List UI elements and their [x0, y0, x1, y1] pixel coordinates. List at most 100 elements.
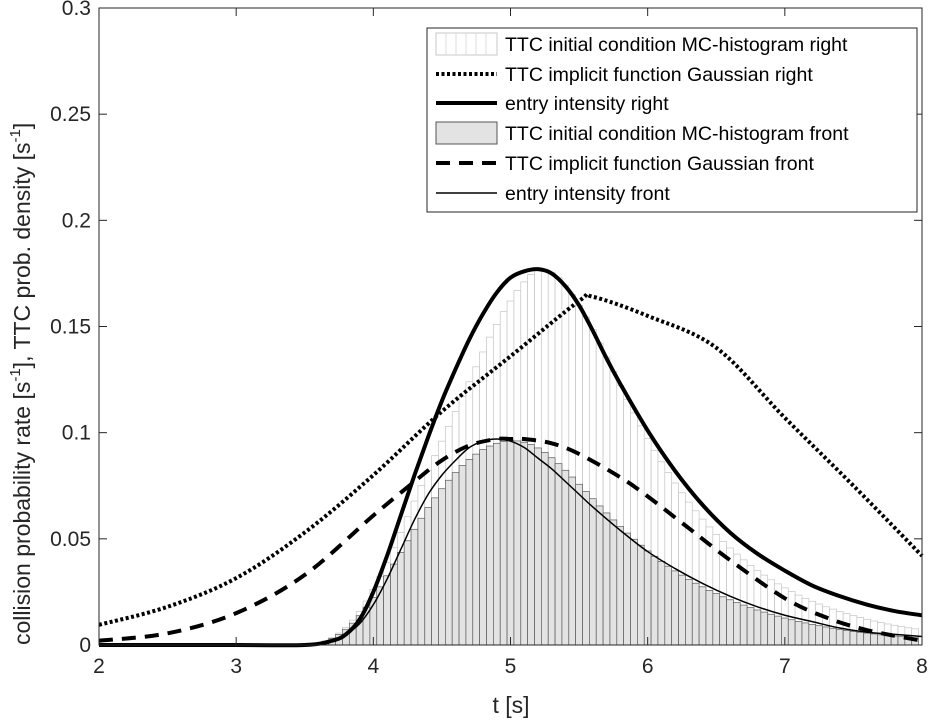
histogram-front-bar [403, 540, 412, 646]
histogram-front-bar [712, 593, 721, 646]
legend-item-hist-right: TTC initial condition MC-histogram right [435, 32, 848, 56]
histogram-front-bar [849, 631, 858, 646]
y-tick-label: 0.25 [50, 103, 91, 126]
y-tick-label: 0 [79, 634, 91, 657]
y-axis-label-part1: collision probability rate [s [9, 382, 35, 645]
histogram-front-bar [602, 512, 611, 646]
legend-item-entry-front: entry intensity front [436, 183, 670, 205]
histogram-front-bar [822, 626, 830, 646]
y-axis-label-part2: ], TTC prob. density [s [9, 142, 35, 368]
histogram-front-bar [671, 570, 679, 646]
y-tick-label: 0.05 [50, 528, 91, 551]
legend-item-hist-front: TTC initial condition MC-histogram front [435, 121, 849, 145]
histogram-front-bar [561, 469, 570, 646]
histogram-front-bar [643, 550, 652, 646]
histogram-front-bar [637, 544, 645, 646]
histogram-front-bar [650, 555, 659, 646]
x-tick-label: 7 [779, 655, 791, 678]
y-tick-label: 0.2 [62, 209, 91, 232]
histogram-front-bar [877, 634, 885, 646]
x-tick-label: 3 [230, 655, 242, 678]
histogram-front-bar [787, 619, 796, 646]
histogram-front-bar [753, 609, 762, 646]
histogram-front-bar [541, 452, 549, 646]
histogram-front-bar [774, 615, 782, 646]
histogram-front-bar [527, 444, 535, 646]
histogram-front-bar [794, 621, 803, 646]
x-tick-label: 8 [916, 655, 928, 678]
histogram-front-bar [870, 633, 878, 646]
histogram-front-bar [424, 507, 432, 646]
histogram-front-bar [396, 552, 405, 646]
histogram-front-bar [493, 442, 501, 646]
histogram-front-bar [801, 622, 810, 646]
y-tick-label: 0.3 [62, 0, 91, 20]
histogram-front-bar [534, 447, 542, 646]
legend-box [426, 27, 918, 213]
histogram-front-bar [390, 563, 398, 646]
y-axis-label-sup1: -1 [7, 368, 24, 381]
histogram-front-bar [726, 599, 734, 646]
legend-label-gauss-front: TTC implicit function Gaussian front [505, 153, 814, 175]
histogram-front-bar [465, 459, 474, 646]
x-tick-label: 2 [93, 655, 105, 678]
histogram-front-bar [431, 497, 439, 646]
axis-ticks-group [98, 7, 923, 646]
histogram-front-bar [664, 565, 673, 646]
x-tick-label: 5 [505, 655, 517, 678]
legend-label-hist-front: TTC initial condition MC-histogram front [505, 123, 849, 145]
y-tick-label: 0.1 [62, 422, 91, 445]
x-tick-label: 4 [367, 655, 379, 678]
legend-item-gauss-right: TTC implicit function Gaussian right [436, 64, 813, 86]
histogram-front-bar [739, 604, 748, 646]
y-axis-label: collision probability rate [s-1], TTC pr… [7, 123, 35, 645]
histogram-front-bar [554, 463, 563, 646]
series-lines-group [98, 267, 924, 648]
histogram-front-bar [520, 441, 528, 646]
y-axis-label-part3: ] [9, 123, 35, 129]
entry-intensity-front-line [99, 438, 923, 647]
histogram-front-bar [815, 625, 823, 646]
gaussian-right-line [98, 292, 924, 627]
histogram-front-bar [410, 528, 419, 646]
histogram-front-bar [589, 498, 597, 646]
histogram-front-bar [835, 628, 844, 646]
x-axis-label: t [s] [492, 692, 529, 718]
histogram-front-bar [842, 629, 851, 646]
histogram-front-bar [705, 590, 714, 646]
gaussian-front-line [98, 436, 923, 643]
histogram-front-bar [829, 627, 837, 646]
histogram-front-bar [698, 586, 707, 646]
histogram-front-bar [746, 607, 755, 646]
histogram-front-bar [547, 457, 556, 646]
histogram-front-bar [719, 596, 727, 646]
histogram-front-bar [458, 465, 467, 646]
y-tick-label: 0.15 [50, 316, 91, 339]
histogram-front-bar [479, 449, 487, 646]
legend-label-gauss-right: TTC implicit function Gaussian right [505, 64, 813, 86]
legend-swatch-hist-front [435, 121, 498, 145]
histogram-front-bar [445, 479, 453, 646]
histogram-front-bar [438, 488, 446, 646]
histogram-front-bar [733, 602, 741, 646]
histogram-front-bar [767, 613, 775, 646]
entry-intensity-right-line [99, 267, 923, 648]
legend-label-entry-right: entry intensity right [505, 93, 669, 115]
histogram-front-bar [616, 526, 625, 646]
histogram-front-bar [472, 453, 480, 646]
histogram-front-bar [678, 574, 686, 646]
histogram-front-bar [499, 441, 508, 646]
histogram-front-bar [808, 624, 817, 646]
histogram-front-bar [582, 491, 590, 646]
x-tick-label: 6 [642, 655, 654, 678]
histogram-front-bar [691, 582, 700, 646]
histogram-front-bar [568, 476, 577, 646]
histogram-front-bar [486, 445, 494, 646]
histogram-front-bar [506, 440, 515, 646]
histogram-front-bar [630, 538, 638, 646]
legend-label-hist-right: TTC initial condition MC-histogram right [505, 34, 848, 56]
tick-labels-group: 2 3 4 5 6 7 8 0 0.05 0.1 0.15 0.2 0.25 0.3 [50, 0, 928, 678]
histogram-front-bar [595, 505, 604, 646]
